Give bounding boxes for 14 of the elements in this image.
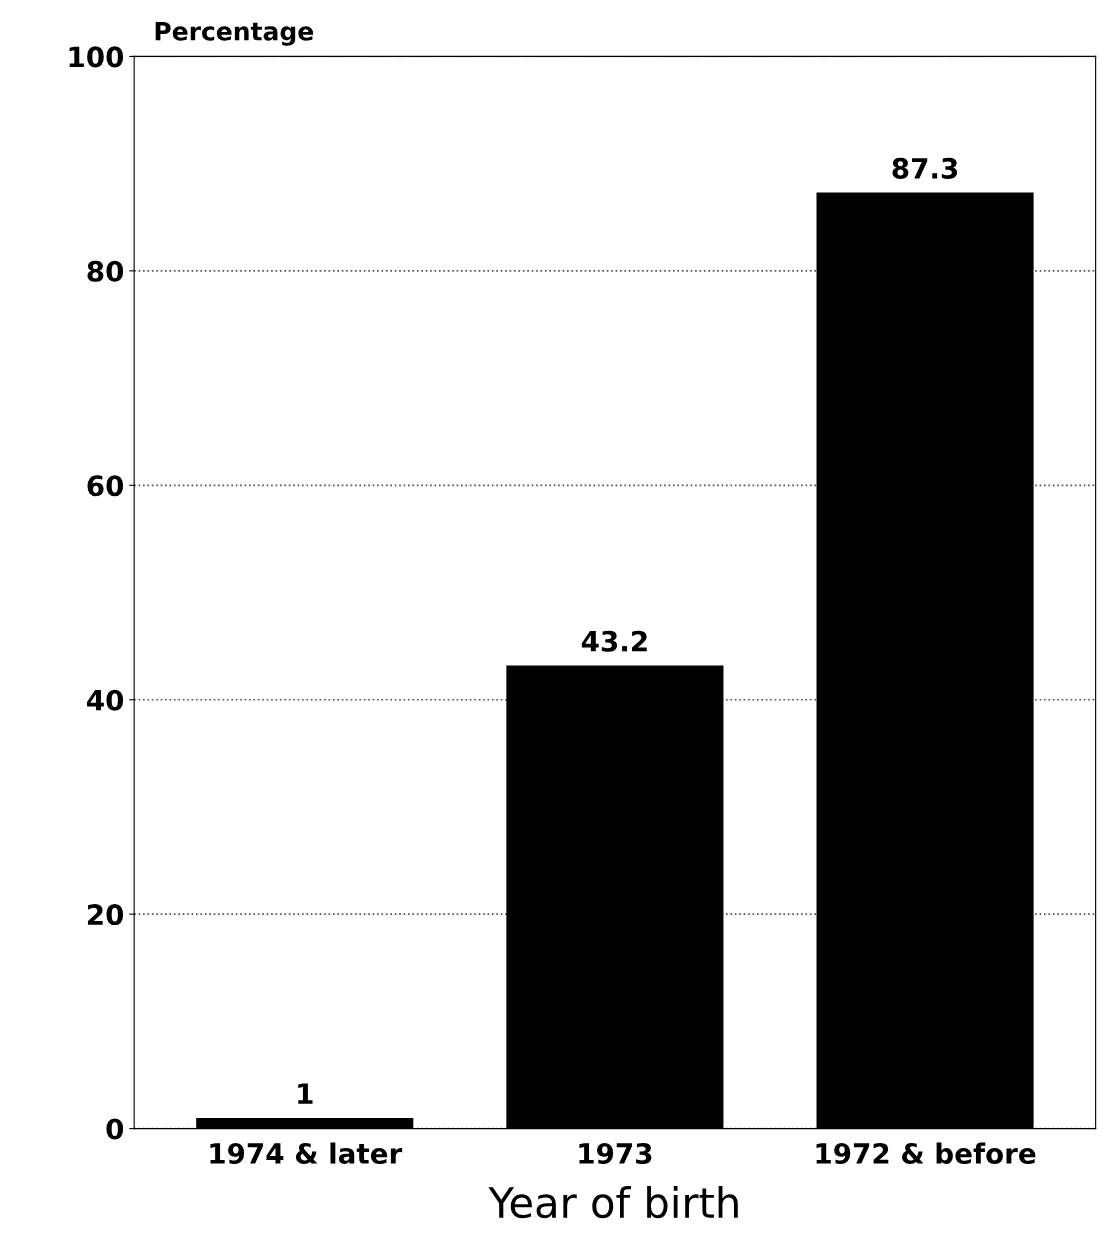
data-label: 87.3: [892, 157, 958, 179]
y-tick-label: 100: [69, 46, 124, 68]
y-tick-label: 40: [87, 689, 124, 711]
x-tick-label: 1974 & later: [210, 1142, 403, 1164]
x-axis-title: Year of birth: [488, 1186, 738, 1219]
y-tick-label: 0: [106, 1118, 124, 1140]
y-tick-label: 80: [87, 260, 124, 282]
x-tick-label: 1973: [579, 1142, 652, 1164]
y-axis-title: Percentage: [155, 22, 314, 46]
y-tick-label: 20: [87, 904, 124, 926]
x-tick-label: 1972 & before: [816, 1142, 1036, 1164]
data-label: 1: [298, 1083, 313, 1104]
y-tick-label: 60: [87, 475, 124, 497]
data-label: 43.2: [581, 630, 647, 652]
